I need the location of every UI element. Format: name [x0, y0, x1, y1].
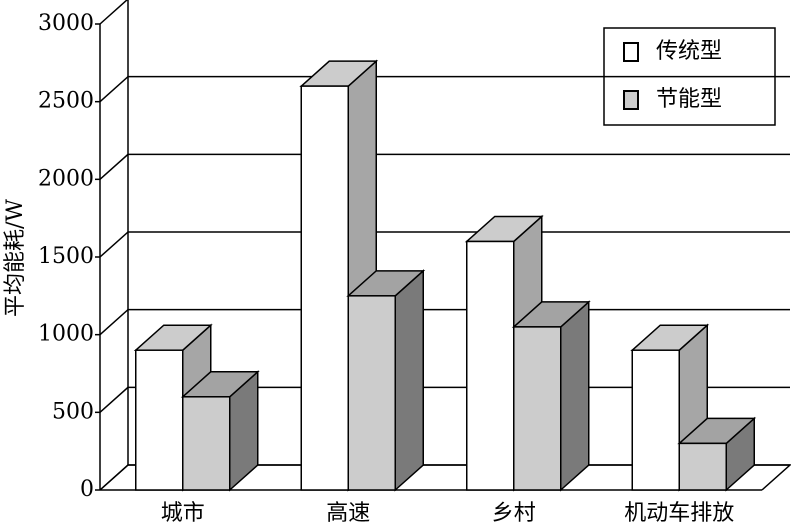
y-tick-label: 1500 [38, 244, 94, 269]
bar [677, 416, 757, 492]
bar-front [678, 442, 727, 491]
legend-swatch [623, 42, 639, 62]
x-tick-label: 高速 [326, 501, 370, 526]
grid-line [99, 76, 129, 103]
bar-side [394, 269, 424, 492]
bar-front [300, 85, 349, 491]
bar [346, 269, 426, 492]
y-tick-label: 1000 [38, 322, 94, 347]
y-tick-label: 3000 [38, 11, 94, 36]
bar-front [135, 349, 184, 491]
legend-swatch [623, 90, 639, 110]
bar-front [347, 295, 396, 491]
y-tick-label: 500 [52, 399, 94, 424]
grid-line [99, 386, 129, 413]
legend-box [603, 27, 776, 126]
grid-line [99, 231, 129, 258]
grid-line [99, 464, 129, 491]
bar [180, 370, 260, 492]
y-axis-label: 平均能耗/W [3, 199, 28, 317]
bar-side [560, 300, 590, 492]
bar-front [513, 326, 562, 491]
x-tick-label: 乡村 [492, 501, 536, 526]
legend-label: 节能型 [656, 87, 722, 112]
grid-line [99, 153, 129, 180]
legend-label: 传统型 [656, 39, 722, 64]
y-tick-label: 2500 [38, 89, 94, 114]
bar-front [466, 240, 515, 491]
grid-line [99, 0, 129, 25]
x-tick-label: 城市 [161, 501, 205, 526]
bar-front [182, 396, 231, 491]
x-tick-label: 机动车排放 [624, 501, 734, 526]
grid-line [99, 309, 129, 336]
bar [511, 300, 591, 492]
y-tick-label: 0 [80, 477, 94, 502]
bar-front [631, 349, 680, 491]
y-tick-label: 2000 [38, 166, 94, 191]
